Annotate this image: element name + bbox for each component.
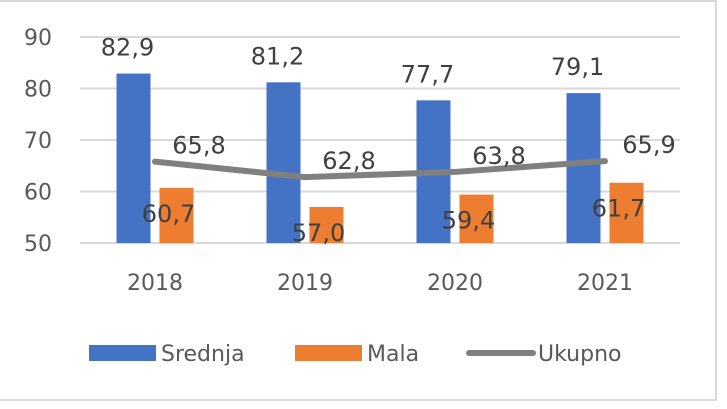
x-tick-label: 2020 [427, 271, 483, 296]
x-tick-label: 2021 [577, 271, 633, 296]
data-label-ukupno: 65,8 [172, 132, 225, 160]
y-tick-label: 50 [24, 232, 52, 257]
data-label-mala: 60,7 [142, 200, 195, 228]
chart-frame [0, 0, 717, 401]
bars [116, 73, 644, 243]
data-label-ukupno: 65,9 [622, 131, 675, 159]
y-tick-label: 60 [24, 181, 52, 206]
y-tick-label: 80 [24, 78, 52, 103]
legend-label-ukupno: Ukupno [538, 342, 621, 367]
bar-srednja [566, 93, 601, 243]
bar-mala [459, 194, 494, 243]
data-label-srednja: 79,1 [551, 53, 604, 81]
legend-label-mala: Mala [367, 342, 419, 367]
y-tick-label: 70 [24, 129, 52, 154]
bar-srednja [266, 82, 301, 243]
bar-mala [159, 187, 194, 243]
data-label-ukupno: 63,8 [472, 142, 525, 170]
data-label-mala: 57,0 [292, 219, 345, 247]
bar-srednja [116, 73, 151, 243]
legend-swatch-mala [295, 345, 362, 361]
data-label-ukupno: 62,8 [322, 147, 375, 175]
data-label-mala: 61,7 [592, 195, 645, 223]
legend: Srednja Mala Ukupno [89, 342, 621, 367]
line-ukupno [152, 158, 608, 181]
x-tick-label: 2019 [277, 271, 333, 296]
y-tick-label: 90 [24, 26, 52, 51]
legend-label-srednja: Srednja [161, 342, 245, 367]
bar-mala [309, 206, 344, 243]
data-label-srednja: 81,2 [251, 42, 304, 70]
data-labels: 82,9 60,7 81,2 57,0 77,7 59,4 79,1 61,7 65,8 62,8… [101, 34, 676, 247]
x-axis: 2018 2019 2020 2021 [127, 271, 633, 296]
x-tick-label: 2018 [127, 271, 183, 296]
data-label-srednja: 82,9 [101, 34, 154, 62]
data-label-mala: 59,4 [442, 207, 495, 235]
y-axis: 50 60 70 80 90 [24, 26, 52, 257]
legend-swatch-srednja [89, 345, 156, 361]
line-series [152, 158, 608, 181]
data-label-srednja: 77,7 [401, 60, 454, 88]
bar-mala [609, 182, 644, 243]
